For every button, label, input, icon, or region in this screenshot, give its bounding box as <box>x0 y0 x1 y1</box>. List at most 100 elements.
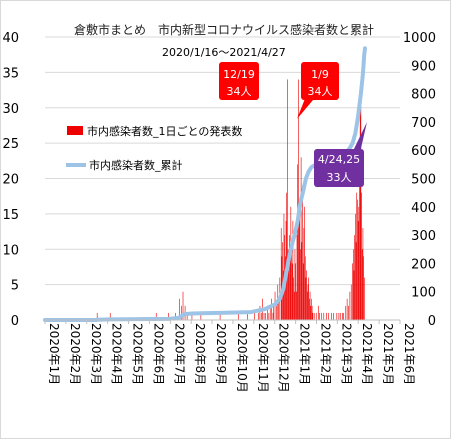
daily-bar <box>339 312 341 320</box>
y-left-tick-label: 5 <box>11 279 19 294</box>
daily-bar <box>326 312 327 320</box>
daily-bar <box>355 213 356 320</box>
daily-bar <box>280 228 282 320</box>
daily-bar <box>294 249 296 320</box>
callout-4-24-25-pointer <box>353 122 367 157</box>
x-tick-label: 2021年1月 <box>298 323 312 385</box>
callout-12-19-box <box>219 62 259 100</box>
x-tick-label: 2020年12月 <box>277 323 291 393</box>
daily-bar <box>309 298 310 320</box>
callout-1-9-pointer <box>297 96 313 119</box>
daily-bar <box>311 305 313 320</box>
daily-bar <box>298 79 299 320</box>
daily-bar <box>301 242 303 320</box>
y-left-tick-label: 10 <box>2 243 19 258</box>
y-right-tick-label: 800 <box>411 88 436 103</box>
daily-bar <box>306 291 308 320</box>
daily-bar <box>299 199 301 320</box>
x-tick-label: 2020年7月 <box>172 323 186 385</box>
daily-bar <box>271 298 272 320</box>
daily-bar <box>238 312 239 320</box>
daily-bar <box>343 312 345 320</box>
x-tick-label: 2020年6月 <box>151 323 165 385</box>
daily-bar <box>357 220 359 320</box>
daily-bar <box>259 305 261 320</box>
callout-4-24-25-date: 4/24,25 <box>318 153 360 166</box>
x-tick-label: 2020年8月 <box>193 323 207 385</box>
daily-bar <box>282 270 284 320</box>
daily-bar <box>286 192 288 320</box>
daily-bar <box>352 249 354 320</box>
daily-bar <box>306 270 307 320</box>
y-right-tick-label: 200 <box>411 257 436 272</box>
daily-bar <box>315 312 317 320</box>
legend-label-bars: 市内感染者数_1日ごとの発表数 <box>87 124 242 138</box>
callout-1-9-value: 34人 <box>308 85 333 98</box>
daily-bar <box>247 312 248 320</box>
daily-bar <box>273 305 274 320</box>
chart-subtitle: 2020/1/16〜2021/4/27 <box>162 46 286 59</box>
daily-bar <box>300 157 302 320</box>
daily-bar <box>359 86 361 321</box>
daily-bar <box>312 312 314 320</box>
daily-bar <box>358 206 360 320</box>
daily-bar <box>345 305 347 320</box>
daily-bar <box>354 235 355 320</box>
chart-title: 倉敷市まとめ 市内新型コロナウイルス感染者数と累計 <box>74 22 374 37</box>
daily-bar <box>291 263 293 320</box>
daily-bar <box>290 206 292 320</box>
x-tick-label: 2020年3月 <box>89 323 103 385</box>
daily-bar <box>168 312 169 320</box>
daily-bar <box>333 312 334 320</box>
daily-bar <box>291 242 292 320</box>
daily-bar <box>363 277 365 320</box>
y-left-tick-label: 15 <box>2 208 19 223</box>
callout-12-19-date: 12/19 <box>223 68 255 81</box>
y-right-tick-label: 300 <box>411 229 436 244</box>
cumulative-line <box>43 46 367 322</box>
y-left-tick-label: 30 <box>2 102 19 117</box>
y-left-tick-label: 0 <box>11 314 19 329</box>
daily-bar <box>302 185 303 320</box>
daily-bar <box>346 298 348 320</box>
callout-12-19-value: 34人 <box>227 85 252 98</box>
callout-1-9: 1/9 34人 <box>297 62 339 119</box>
daily-bar <box>328 312 329 320</box>
daily-bar <box>96 312 98 320</box>
daily-bar <box>300 249 301 320</box>
daily-bar <box>331 312 332 320</box>
x-tick-label: 2021年5月 <box>381 323 395 385</box>
daily-bar <box>283 213 285 320</box>
daily-bar <box>292 220 294 320</box>
daily-bar <box>349 291 351 320</box>
y-right-ticks: 0 100 200 300 400 500 600 700 800 900 1000 <box>403 31 436 329</box>
daily-bar <box>308 277 309 320</box>
x-tick-label: 2021年6月 <box>402 323 416 385</box>
x-tick-label: 2020年11月 <box>256 323 270 393</box>
daily-bar <box>350 284 352 320</box>
daily-bar <box>296 235 298 320</box>
callout-4-24-25-box <box>314 149 364 187</box>
daily-bar <box>353 270 355 320</box>
daily-bar <box>191 312 193 320</box>
daily-bar <box>289 235 290 320</box>
daily-bars-series <box>96 79 365 321</box>
daily-bar <box>363 256 364 320</box>
daily-bar <box>348 305 349 320</box>
daily-bar <box>305 277 307 320</box>
daily-bar <box>317 305 319 320</box>
daily-bar <box>276 305 277 320</box>
legend: 市内感染者数_1日ごとの発表数 市内感染者数_累計 <box>66 124 242 172</box>
daily-bar <box>278 298 279 320</box>
daily-bar <box>362 228 364 320</box>
y-left-tick-label: 40 <box>2 31 19 46</box>
callout-4-24-25: 4/24,25 33人 <box>314 122 367 187</box>
x-tick-label: 2021年2月 <box>318 323 332 385</box>
daily-bar <box>269 305 271 320</box>
daily-bar <box>296 291 297 320</box>
daily-bar <box>304 256 306 320</box>
daily-bar <box>268 312 270 320</box>
y-left-tick-label: 20 <box>2 173 19 188</box>
daily-bar <box>360 86 362 321</box>
